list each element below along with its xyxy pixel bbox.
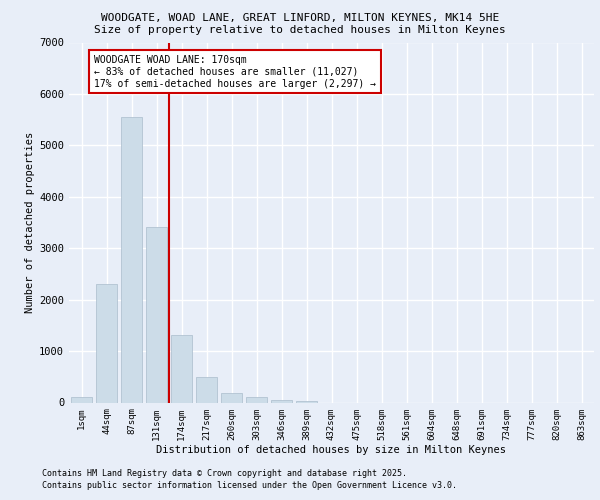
- Bar: [71, 398, 92, 402]
- Bar: [296, 401, 317, 402]
- Text: WOODGATE WOAD LANE: 170sqm
← 83% of detached houses are smaller (11,027)
17% of : WOODGATE WOAD LANE: 170sqm ← 83% of deta…: [94, 56, 376, 88]
- Bar: [246, 398, 267, 402]
- Bar: [221, 393, 242, 402]
- Bar: [196, 377, 217, 402]
- Y-axis label: Number of detached properties: Number of detached properties: [25, 132, 35, 313]
- Text: Size of property relative to detached houses in Milton Keynes: Size of property relative to detached ho…: [94, 25, 506, 35]
- Bar: [121, 117, 142, 403]
- Bar: [271, 400, 292, 402]
- Bar: [96, 284, 117, 403]
- Text: Contains public sector information licensed under the Open Government Licence v3: Contains public sector information licen…: [42, 480, 457, 490]
- Text: WOODGATE, WOAD LANE, GREAT LINFORD, MILTON KEYNES, MK14 5HE: WOODGATE, WOAD LANE, GREAT LINFORD, MILT…: [101, 12, 499, 22]
- Bar: [146, 226, 167, 402]
- X-axis label: Distribution of detached houses by size in Milton Keynes: Distribution of detached houses by size …: [157, 445, 506, 455]
- Bar: [171, 334, 192, 402]
- Text: Contains HM Land Registry data © Crown copyright and database right 2025.: Contains HM Land Registry data © Crown c…: [42, 469, 407, 478]
